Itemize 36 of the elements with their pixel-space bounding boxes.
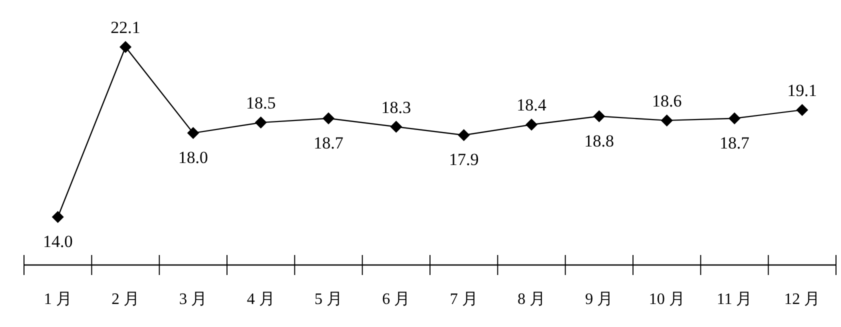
point	[322, 112, 334, 124]
point	[660, 114, 673, 126]
point	[458, 129, 470, 142]
x-tick-label: 12 月	[784, 291, 820, 308]
data-label: 18.5	[246, 94, 276, 113]
data-label: 18.4	[516, 96, 547, 115]
x-tick-label: 3 月	[179, 291, 208, 308]
data-label: 18.7	[314, 133, 344, 152]
data-label: 18.3	[381, 98, 412, 117]
point	[187, 127, 200, 140]
point	[526, 118, 538, 131]
x-tick-label: 5 月	[314, 291, 342, 308]
x-tick-label: 2 月	[112, 291, 140, 308]
data-label: 14.0	[42, 232, 73, 251]
point	[728, 112, 740, 124]
point	[796, 104, 808, 116]
x-tick-label: 11 月	[716, 291, 752, 308]
data-label: 19.1	[787, 80, 818, 100]
x-tick-label: 8 月	[518, 291, 546, 308]
point	[254, 116, 267, 129]
x-tick-label: 7 月	[450, 291, 478, 308]
x-tick-label: 4 月	[246, 291, 275, 308]
point	[120, 41, 132, 53]
data-label: 18.6	[652, 91, 682, 110]
x-tick-label: 6 月	[382, 291, 410, 308]
point	[593, 110, 606, 122]
x-tick-label: 9 月	[585, 291, 614, 308]
point	[52, 211, 64, 223]
data-label: 17.9	[448, 150, 479, 170]
data-label: 18.7	[720, 133, 750, 152]
point	[390, 120, 402, 133]
x-tick-label: 1 月	[44, 291, 72, 308]
data-label: 18.8	[584, 131, 614, 150]
data-label: 18.0	[178, 148, 208, 168]
x-tick-label: 10 月	[648, 291, 685, 308]
data-label: 22.1	[110, 18, 140, 37]
